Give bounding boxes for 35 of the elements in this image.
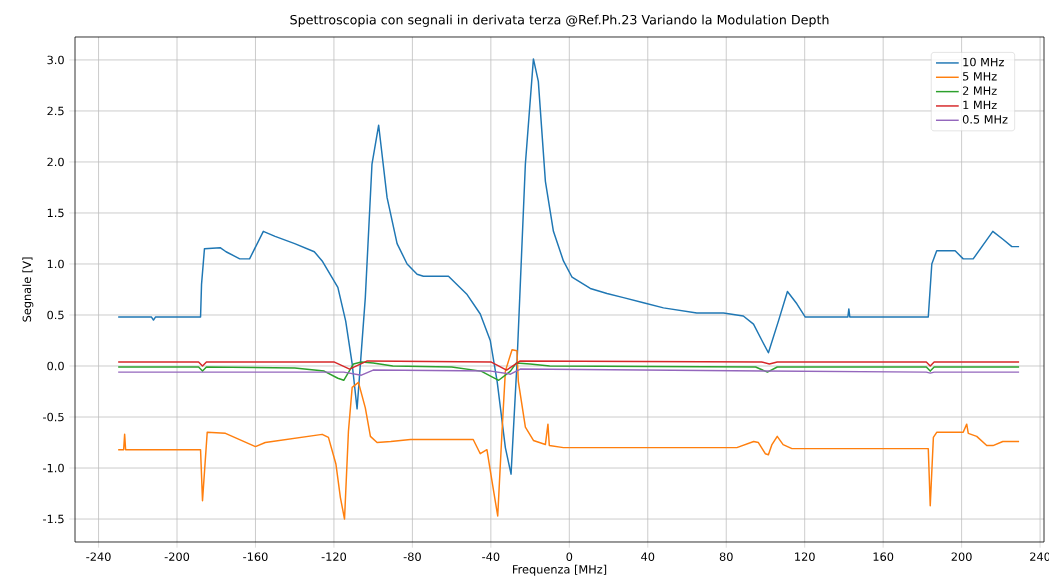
y-tick-label: -1.0	[43, 463, 64, 473]
legend-label: 5 MHz	[963, 72, 997, 81]
y-tick-label: 1.5	[47, 208, 64, 218]
x-tick-label: -200	[164, 552, 190, 561]
x-tick-label: 40	[641, 552, 655, 561]
x-tick-label: 80	[719, 552, 733, 561]
y-axis-title: Segnale [V]	[22, 257, 34, 322]
line-series	[117, 58, 1020, 475]
legend-label: 0.5 MHz	[962, 115, 1008, 124]
x-tick-label: -40	[482, 552, 500, 561]
x-tick-label: 0	[566, 552, 573, 561]
legend-label: 1 MHz	[963, 100, 997, 110]
y-tick-label: 2.0	[47, 157, 64, 167]
x-tick-label: -240	[86, 552, 111, 561]
y-tick-label: 1.0	[47, 259, 64, 269]
y-tick-label: 0.5	[47, 310, 64, 320]
chart-title: Spettroscopia con segnali in derivata terza @Ref.Ph.23 Variando la Modulation Depth	[290, 14, 829, 27]
line-series	[117, 368, 1020, 376]
x-tick-label: 160	[873, 552, 894, 561]
line-series	[117, 348, 1020, 520]
line-series	[117, 360, 1020, 371]
x-tick-label: -120	[321, 552, 347, 561]
x-tick-label: -80	[403, 552, 421, 561]
legend-label: 2 MHz	[962, 86, 997, 95]
x-tick-label: -160	[243, 552, 268, 561]
y-tick-label: -1.5	[43, 514, 64, 524]
x-tick-label: 200	[951, 552, 972, 561]
line-series	[117, 361, 1020, 382]
y-tick-label: 0.0	[47, 361, 64, 371]
legend-label: 10 MHz	[963, 57, 1004, 67]
y-tick-label: 3.0	[47, 55, 64, 65]
y-tick-label: -0.5	[43, 412, 64, 422]
x-axis-title: Frequenza [MHz]	[513, 564, 607, 576]
y-tick-label: 2.5	[47, 106, 64, 116]
x-tick-label: 120	[795, 552, 815, 561]
